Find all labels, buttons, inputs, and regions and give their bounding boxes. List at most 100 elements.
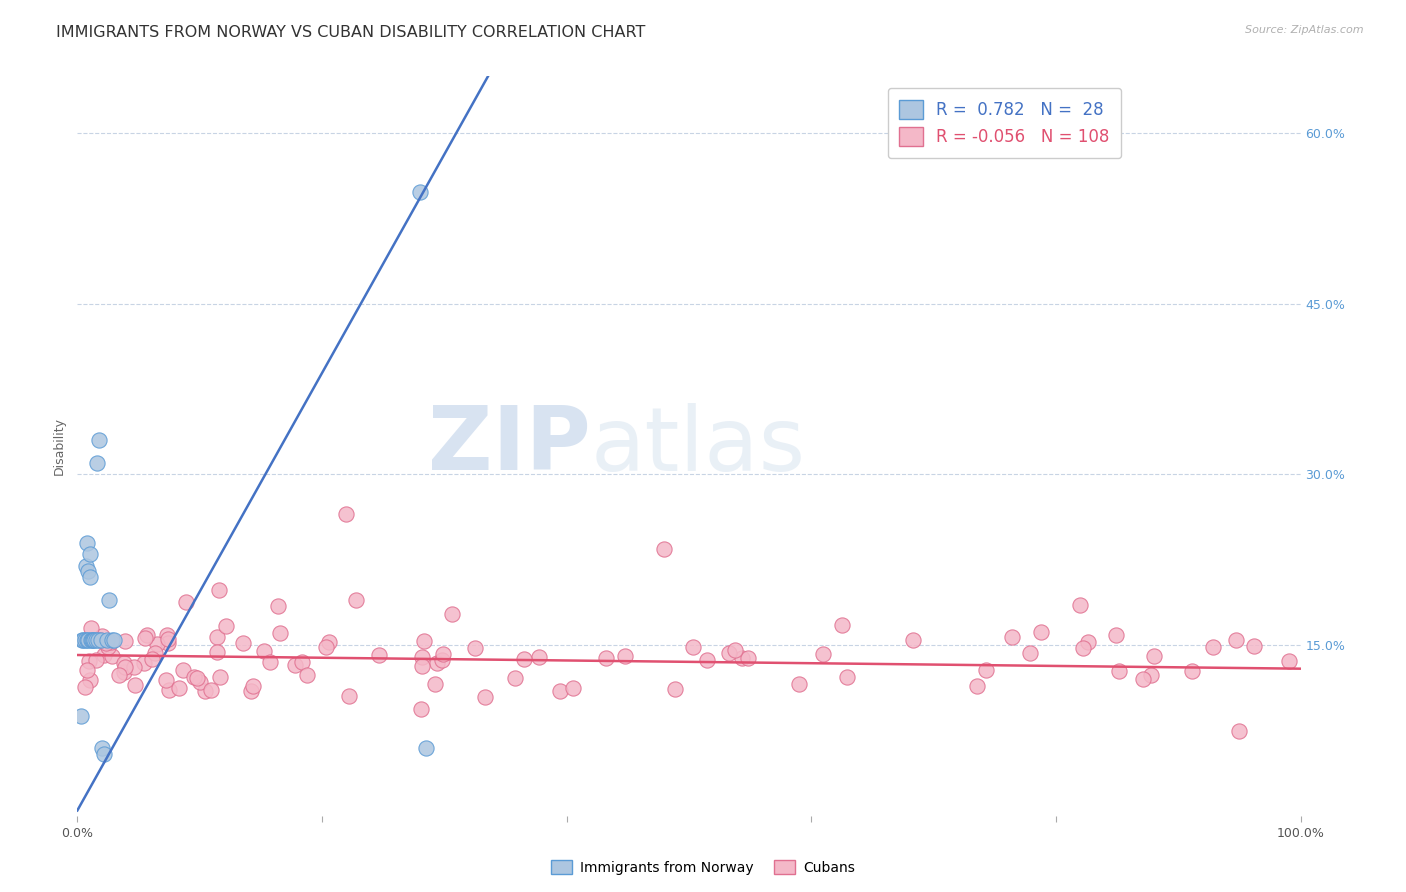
Point (90, 740, 112, 755)
Point (415, 740, 437, 755)
Point (1001, 630, 1024, 644)
Point (122, 660, 145, 674)
Point (595, 650, 617, 665)
Point (1143, 649, 1166, 664)
Point (503, 671, 526, 685)
Point (432, 653, 454, 667)
Point (1105, 628, 1128, 642)
Point (1278, 654, 1301, 668)
Point (134, 631, 156, 645)
Point (315, 640, 337, 654)
Point (724, 643, 747, 657)
Point (86, 456, 108, 470)
Point (75, 680, 97, 694)
Point (141, 651, 163, 665)
Point (974, 663, 997, 677)
Point (157, 632, 180, 646)
Point (409, 702, 432, 716)
Point (70, 632, 93, 647)
Point (75, 558, 97, 573)
Point (901, 633, 924, 648)
Point (696, 653, 718, 667)
Point (101, 649, 124, 664)
Point (664, 681, 686, 696)
Point (174, 595, 197, 609)
Point (411, 649, 433, 664)
Point (1069, 599, 1091, 613)
Point (87, 632, 110, 647)
Point (335, 508, 357, 522)
Point (1181, 664, 1204, 678)
Point (156, 627, 179, 641)
Point (132, 657, 155, 671)
Point (411, 659, 433, 673)
Point (269, 625, 291, 640)
Point (787, 676, 810, 690)
Point (527, 650, 550, 665)
Legend: R =  0.782   N =  28, R = -0.056   N = 108: R = 0.782 N = 28, R = -0.056 N = 108 (887, 87, 1121, 158)
Point (240, 683, 263, 698)
Point (114, 660, 136, 674)
Point (215, 619, 238, 633)
Point (1202, 640, 1225, 654)
Point (1132, 673, 1154, 687)
Point (474, 690, 496, 704)
Point (76, 663, 98, 677)
Point (561, 681, 583, 695)
Point (93, 634, 115, 648)
Point (80, 632, 103, 647)
Point (103, 632, 125, 647)
Point (252, 644, 274, 658)
Point (242, 679, 264, 693)
Point (96, 635, 118, 649)
Point (76, 536, 98, 550)
Point (267, 599, 290, 614)
Point (1229, 723, 1251, 738)
Point (1077, 635, 1099, 649)
Point (84, 653, 107, 667)
Point (1018, 646, 1040, 660)
Point (80, 632, 103, 647)
Point (1071, 640, 1094, 655)
Point (89, 434, 111, 448)
Point (1225, 633, 1247, 648)
Point (208, 582, 231, 597)
Point (259, 655, 281, 669)
Point (156, 636, 179, 650)
Point (284, 658, 307, 673)
Point (98, 592, 121, 607)
Point (97, 633, 120, 648)
Point (368, 648, 391, 662)
Point (84, 632, 107, 647)
Point (90, 632, 112, 647)
Point (205, 645, 228, 659)
Point (77, 632, 100, 647)
Point (91, 630, 114, 644)
Point (1243, 639, 1265, 653)
Point (112, 665, 135, 679)
Point (100, 635, 122, 649)
Point (232, 635, 254, 649)
Point (79, 673, 101, 687)
Point (77, 654, 100, 668)
Point (423, 677, 446, 691)
Point (613, 649, 636, 664)
Point (79, 570, 101, 584)
Point (413, 634, 436, 648)
Point (136, 628, 159, 642)
Point (831, 618, 853, 632)
Point (80, 621, 103, 635)
Point (72, 632, 94, 647)
Text: Source: ZipAtlas.com: Source: ZipAtlas.com (1246, 25, 1364, 35)
Point (426, 656, 449, 670)
Point (432, 647, 454, 661)
Point (155, 673, 177, 688)
Text: ZIP: ZIP (429, 402, 591, 490)
Point (112, 656, 135, 670)
Point (143, 646, 166, 660)
Point (70, 709, 93, 723)
Point (682, 640, 704, 655)
Point (208, 670, 231, 684)
Point (718, 646, 741, 660)
Point (737, 651, 759, 665)
